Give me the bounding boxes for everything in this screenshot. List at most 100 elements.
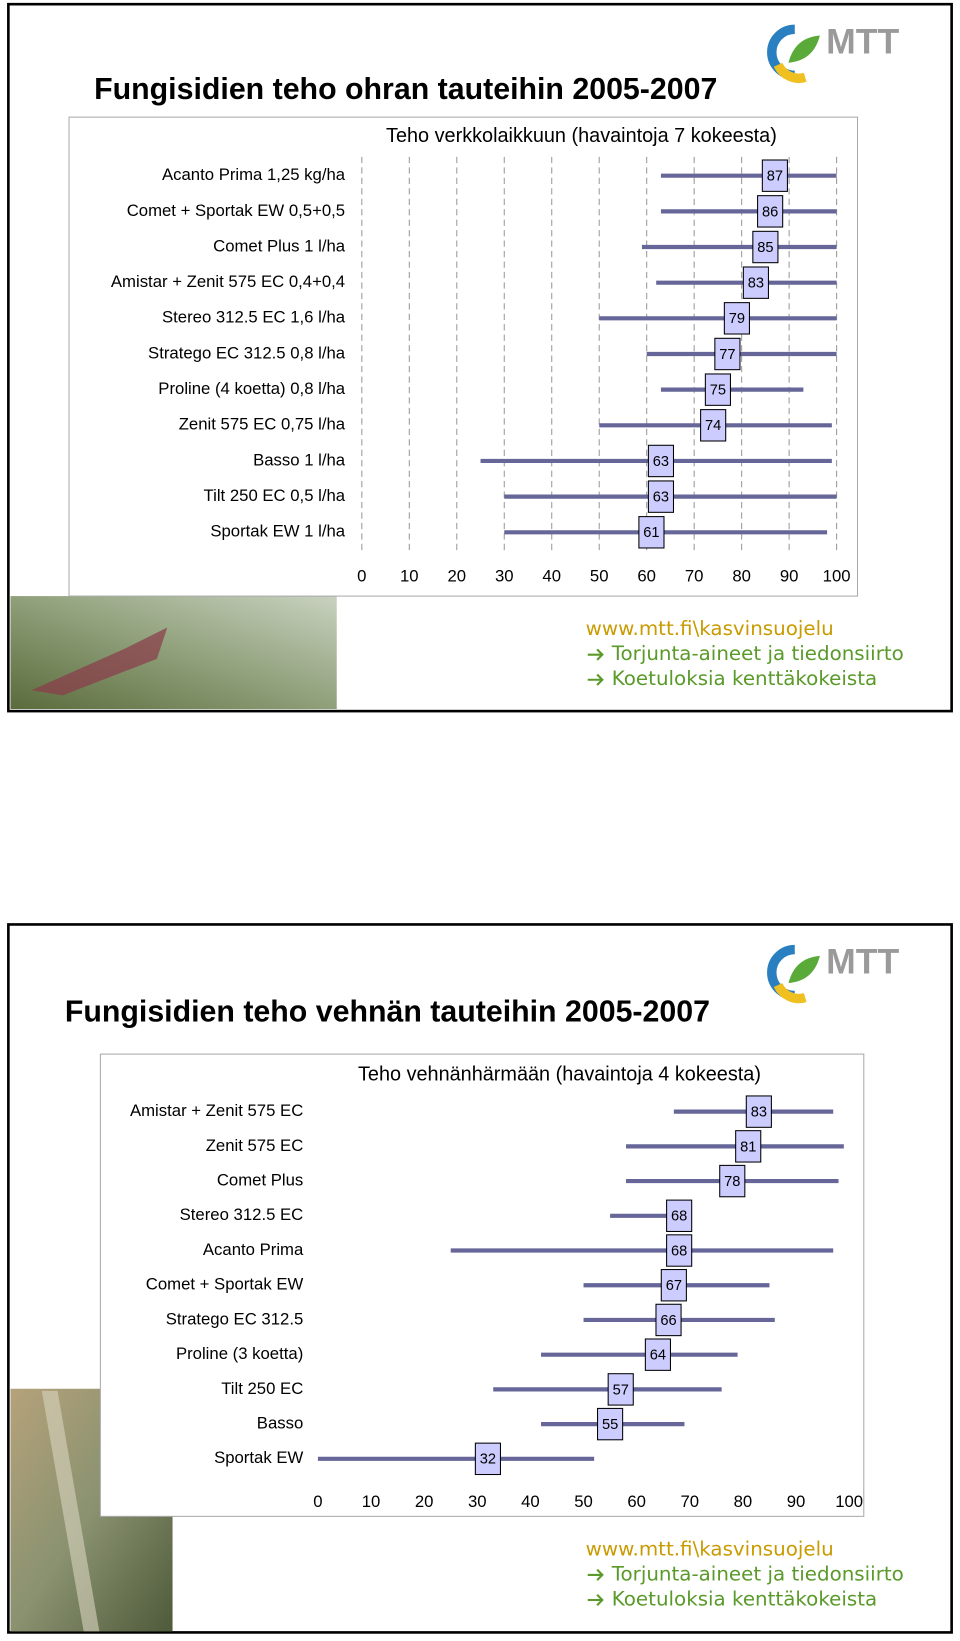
category-label: Tilt 250 EC 0,5 l/ha xyxy=(204,486,346,505)
link[interactable]: Koetuloksia kenttäkokeista xyxy=(612,1588,877,1611)
category-label: Acanto Prima 1,25 kg/ha xyxy=(162,165,346,184)
logo-arc xyxy=(773,982,807,1004)
value-label: 79 xyxy=(729,311,745,327)
x-tick-label: 10 xyxy=(362,1492,381,1511)
value-label: 77 xyxy=(719,347,735,363)
x-tick-label: 40 xyxy=(521,1492,540,1511)
x-tick-label: 20 xyxy=(447,567,466,586)
value-label: 74 xyxy=(705,418,721,434)
value-box xyxy=(666,1234,693,1267)
link[interactable]: Koetuloksia kenttäkokeista xyxy=(612,667,877,690)
value-box xyxy=(735,1130,762,1163)
category-label: Amistar + Zenit 575 EC xyxy=(130,1101,303,1120)
value-box xyxy=(644,1338,671,1371)
value-label: 83 xyxy=(751,1105,767,1121)
logo-leaf xyxy=(788,955,820,984)
value-box xyxy=(655,1303,682,1337)
category-label: Zenit 575 EC xyxy=(206,1136,304,1155)
x-tick-label: 0 xyxy=(313,1492,322,1511)
arrow-icon xyxy=(587,1568,604,1581)
value-label: 68 xyxy=(671,1243,687,1259)
arrow-icon xyxy=(587,648,604,661)
x-tick-label: 70 xyxy=(685,567,704,586)
value-box xyxy=(607,1373,634,1406)
category-label: Zenit 575 EC 0,75 l/ha xyxy=(179,415,346,434)
x-tick-label: 60 xyxy=(637,567,656,586)
value-box xyxy=(761,159,788,192)
chart-title: Teho verkkolaikkuun (havaintoja 7 kokees… xyxy=(386,125,777,147)
value-label: 32 xyxy=(480,1452,496,1468)
category-label: Stratego EC 312.5 xyxy=(166,1309,304,1328)
category-label: Acanto Prima xyxy=(203,1240,304,1259)
photo-detail xyxy=(31,627,168,696)
x-tick-label: 70 xyxy=(680,1492,699,1511)
value-box xyxy=(745,1095,772,1128)
logo-text: MTT xyxy=(826,942,899,982)
value-label: 63 xyxy=(653,490,669,506)
link[interactable]: Torjunta-aineet ja tiedonsiirto xyxy=(611,642,904,665)
slide-title: Fungisidien teho ohran tauteihin 2005-20… xyxy=(94,73,717,106)
logo-leaf xyxy=(788,35,820,63)
value-box xyxy=(647,444,675,478)
x-tick-label: 90 xyxy=(780,567,799,586)
value-label: 67 xyxy=(666,1278,682,1294)
value-box xyxy=(752,230,779,264)
category-label: Proline (3 koetta) xyxy=(176,1344,303,1363)
category-label: Basso xyxy=(257,1414,303,1433)
x-tick-label: 50 xyxy=(574,1492,593,1511)
x-tick-label: 80 xyxy=(734,1492,753,1511)
link[interactable]: www.mtt.fi\kasvinsuojelu xyxy=(586,617,834,640)
value-box xyxy=(714,337,741,371)
value-box xyxy=(757,195,784,228)
category-label: Comet + Sportak EW 0,5+0,5 xyxy=(127,201,345,220)
value-label: 87 xyxy=(767,169,783,185)
category-label: Basso 1 l/ha xyxy=(253,450,346,469)
category-label: Comet + Sportak EW xyxy=(146,1275,304,1294)
category-label: Stratego EC 312.5 0,8 l/ha xyxy=(148,343,346,362)
x-tick-label: 30 xyxy=(468,1492,487,1511)
x-tick-label: 100 xyxy=(835,1492,863,1511)
category-label: Sportak EW 1 l/ha xyxy=(210,522,345,541)
value-label: 66 xyxy=(660,1313,676,1329)
value-label: 64 xyxy=(650,1348,666,1364)
chart-title: Teho vehnänhärmään (havaintoja 4 kokeest… xyxy=(358,1063,761,1085)
x-tick-label: 100 xyxy=(823,567,851,586)
value-box xyxy=(723,302,750,335)
value-label: 85 xyxy=(757,240,773,256)
arrow-icon xyxy=(587,1594,604,1606)
link[interactable]: www.mtt.fi\kasvinsuojelu xyxy=(586,1537,834,1560)
x-tick-label: 40 xyxy=(542,567,561,586)
logo: MTT xyxy=(767,942,899,1004)
value-label: 61 xyxy=(643,525,659,541)
value-label: 86 xyxy=(762,204,778,220)
value-box xyxy=(660,1269,687,1302)
value-box xyxy=(704,373,731,406)
value-label: 83 xyxy=(748,276,764,292)
x-tick-label: 0 xyxy=(357,567,366,586)
value-label: 63 xyxy=(653,454,669,470)
x-tick-label: 80 xyxy=(732,567,751,586)
slide-title: Fungisidien teho vehnän tauteihin 2005-2… xyxy=(65,995,710,1028)
category-label: Sportak EW xyxy=(214,1448,303,1467)
link[interactable]: Torjunta-aineet ja tiedonsiirto xyxy=(611,1562,904,1585)
value-box xyxy=(719,1164,746,1198)
value-label: 55 xyxy=(602,1417,618,1433)
value-label: 78 xyxy=(724,1174,740,1190)
category-label: Stereo 312.5 EC xyxy=(180,1205,304,1224)
x-tick-label: 90 xyxy=(787,1492,806,1511)
x-tick-label: 20 xyxy=(415,1492,434,1511)
value-label: 68 xyxy=(671,1209,687,1225)
value-label: 57 xyxy=(613,1382,629,1398)
category-label: Tilt 250 EC xyxy=(221,1379,303,1398)
category-label: Stereo 312.5 EC 1,6 l/ha xyxy=(162,308,346,327)
category-label: Proline (4 koetta) 0,8 l/ha xyxy=(158,379,345,398)
value-box xyxy=(666,1199,693,1233)
category-label: Comet Plus xyxy=(217,1170,303,1189)
value-box xyxy=(597,1407,624,1441)
value-box xyxy=(700,409,727,442)
x-tick-label: 60 xyxy=(627,1492,646,1511)
value-box xyxy=(742,266,769,299)
value-box xyxy=(474,1442,501,1476)
